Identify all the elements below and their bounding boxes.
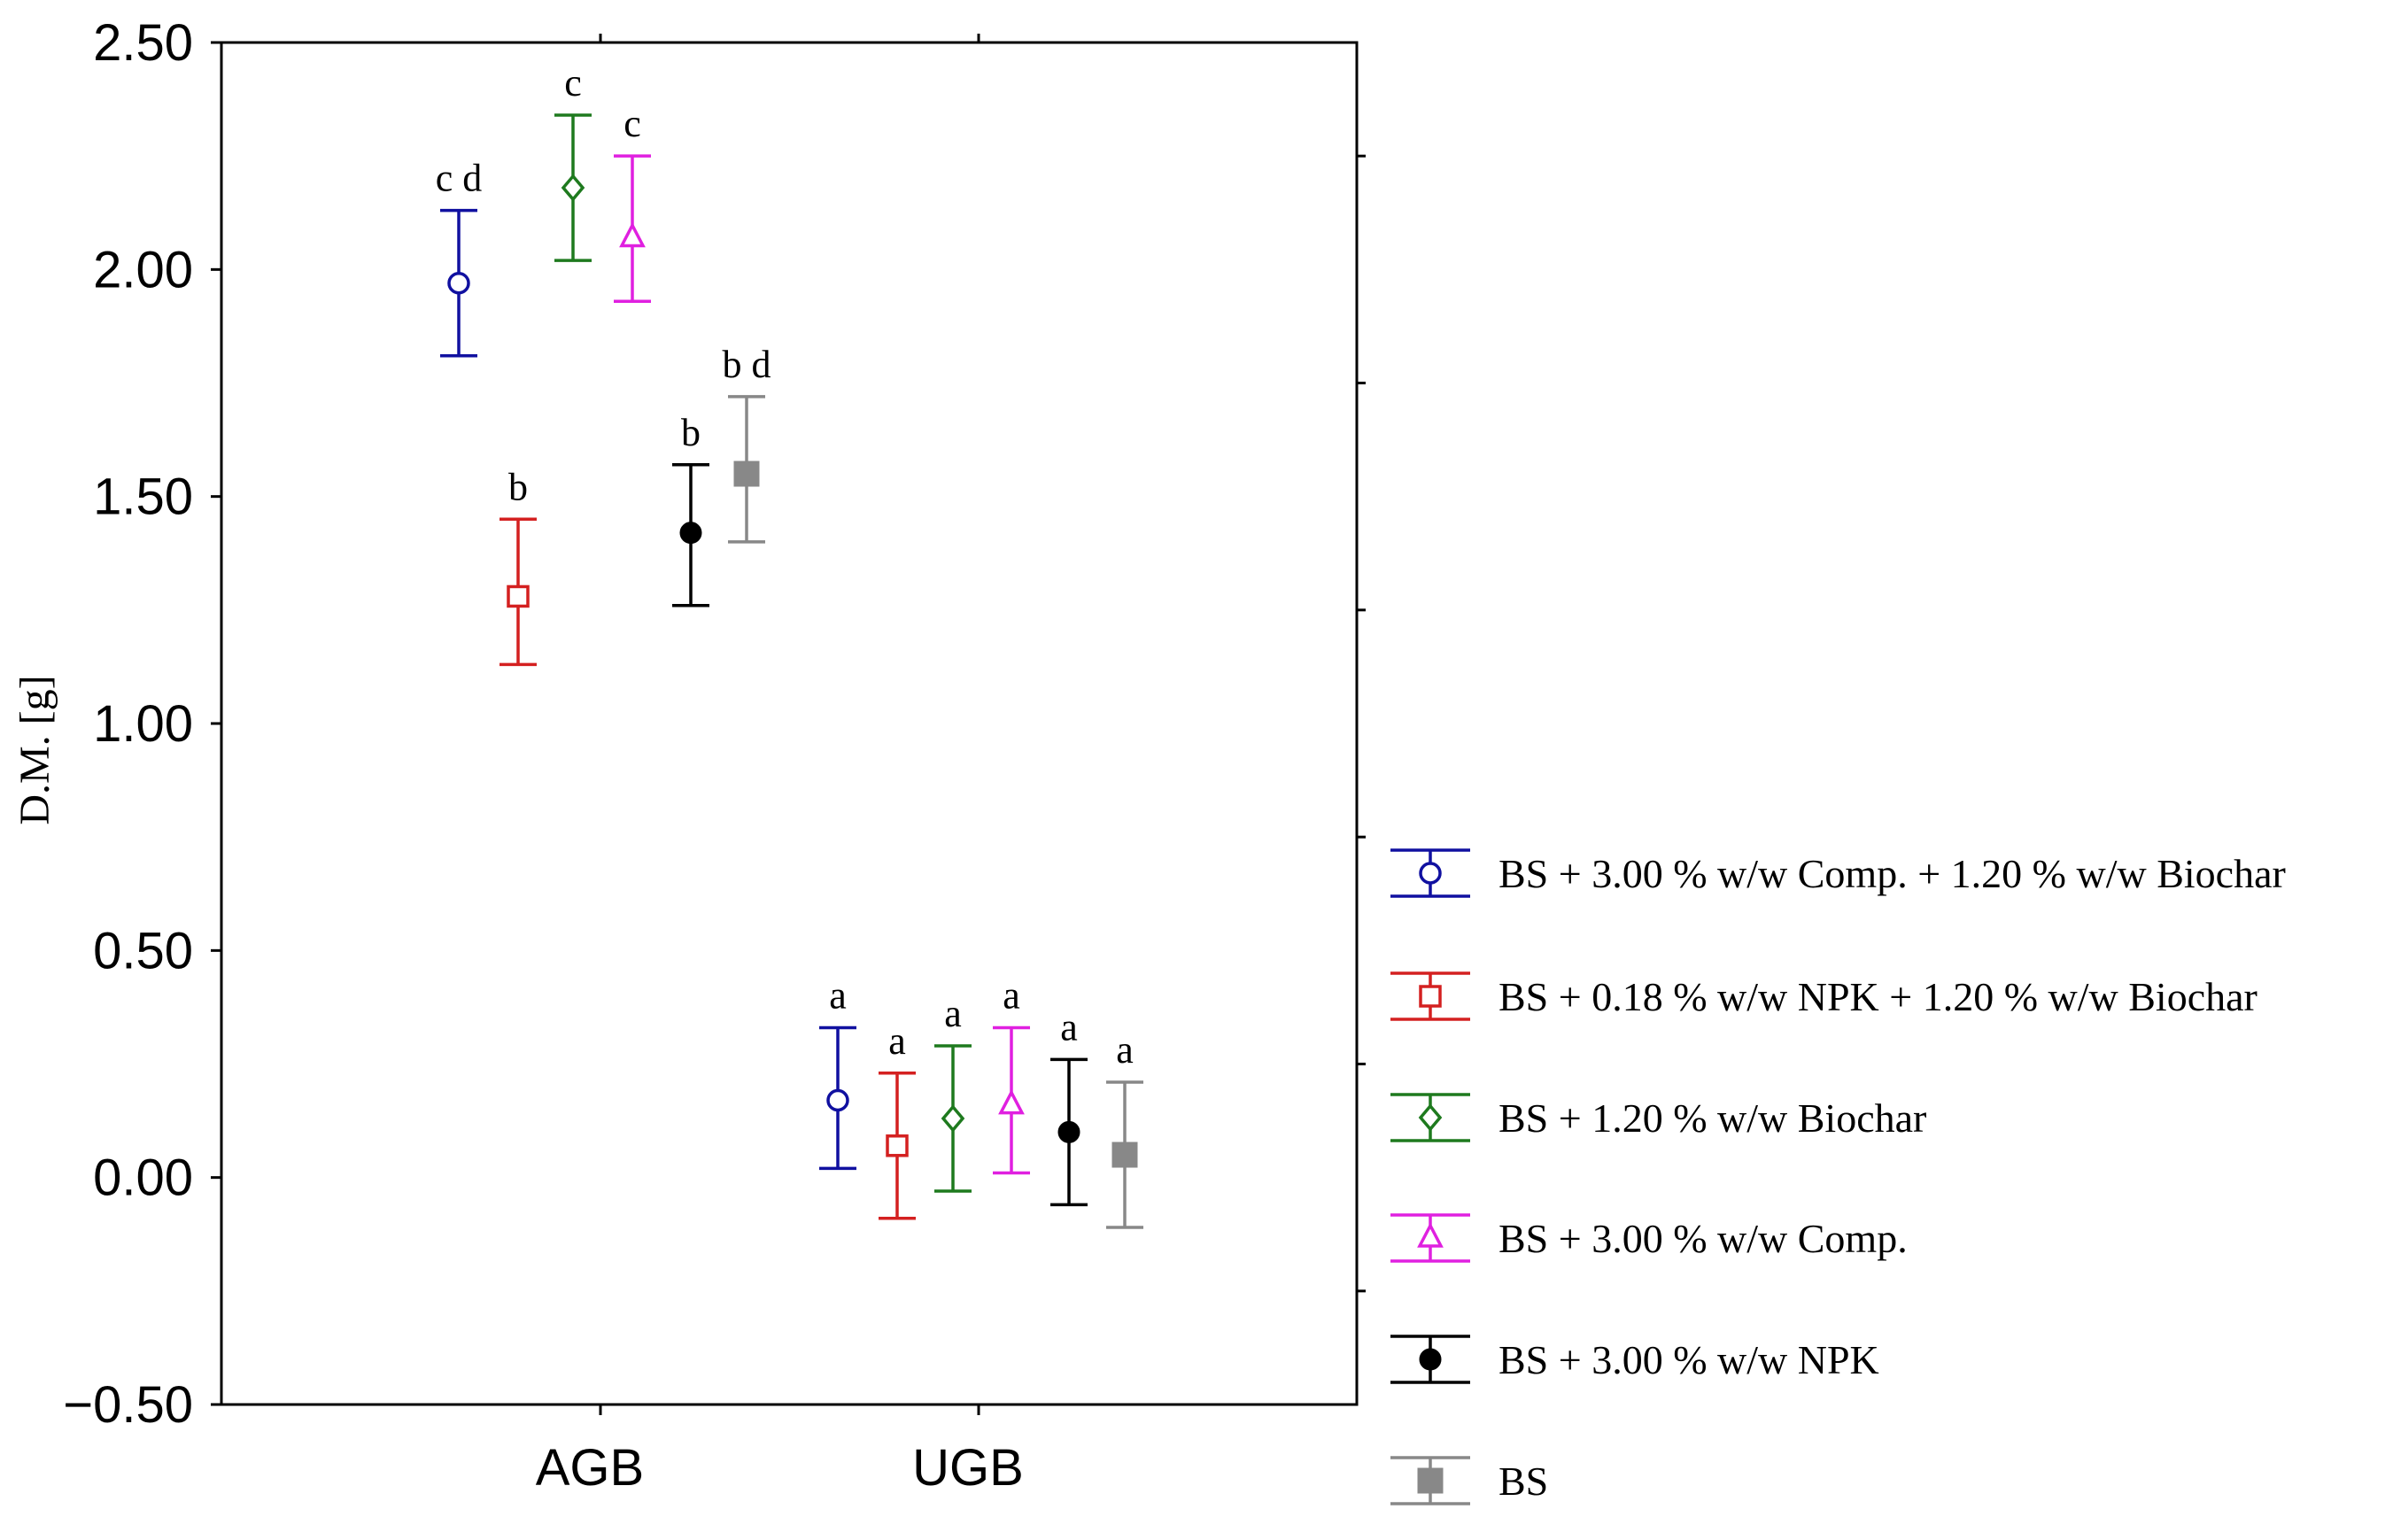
series-2: ca xyxy=(554,61,972,1193)
data-point xyxy=(886,1134,909,1157)
legend-marker xyxy=(1418,1103,1443,1132)
legend-item: BS + 1.20 % w/w Biochar xyxy=(1390,1093,1926,1142)
data-point xyxy=(826,1088,849,1112)
significance-letter: a xyxy=(944,992,962,1035)
plot-frame xyxy=(220,41,1359,1406)
series-4: ba xyxy=(672,411,1088,1207)
series-1: ba xyxy=(500,465,916,1220)
data-point xyxy=(679,522,702,545)
legend-label: BS xyxy=(1499,1459,1548,1504)
significance-letter: c xyxy=(564,61,582,104)
y-tick-label: 1.50 xyxy=(93,468,193,526)
data-point xyxy=(619,221,646,248)
legend-label: BS + 0.18 % w/w NPK + 1.20 % w/w Biochar xyxy=(1499,974,2257,1019)
significance-letter: c d xyxy=(436,157,483,200)
y-tick-label: 1.00 xyxy=(93,695,193,753)
legend-label: BS + 3.00 % w/w Comp. + 1.20 % w/w Bioch… xyxy=(1499,851,2286,896)
legend-item: BS + 3.00 % w/w Comp. + 1.20 % w/w Bioch… xyxy=(1390,848,2286,898)
legend-label: BS + 3.00 % w/w NPK xyxy=(1499,1337,1879,1382)
data-point xyxy=(561,174,585,202)
y-tick-label: 0.50 xyxy=(93,922,193,979)
significance-letter: b d xyxy=(723,343,771,386)
significance-letter: a xyxy=(1060,1005,1078,1049)
data-point xyxy=(447,271,470,295)
legend-item: BS + 0.18 % w/w NPK + 1.20 % w/w Biochar xyxy=(1390,971,2257,1021)
data-point xyxy=(1111,1141,1138,1168)
x-tick-label: AGB xyxy=(536,1439,645,1497)
series-5: b d a xyxy=(723,343,1143,1229)
significance-letter: a xyxy=(829,973,847,1017)
data-point xyxy=(1057,1120,1080,1143)
y-tick-label: 2.00 xyxy=(93,241,193,298)
legend-item: BS + 3.00 % w/w Comp. xyxy=(1390,1213,1908,1263)
significance-letter: a xyxy=(888,1019,906,1063)
y-tick-label: 0.00 xyxy=(93,1149,193,1207)
data-point xyxy=(733,460,760,487)
legend-marker xyxy=(1419,862,1442,885)
data-point xyxy=(998,1088,1025,1115)
significance-letter: a xyxy=(1003,973,1020,1017)
series-0: c d a xyxy=(436,157,856,1171)
series-3: ca xyxy=(614,102,1030,1175)
legend-label: BS + 1.20 % w/w Biochar xyxy=(1499,1095,1926,1141)
significance-letter: a xyxy=(1116,1028,1134,1072)
x-ticks: AGB UGB xyxy=(536,34,1024,1497)
legend-item: BS xyxy=(1390,1456,1548,1505)
data-point xyxy=(507,584,530,608)
legend-marker xyxy=(1417,1222,1444,1248)
x-tick-label: UGB xyxy=(912,1439,1024,1497)
significance-letter: c xyxy=(623,102,641,145)
legend-item: BS + 3.00 % w/w NPK xyxy=(1390,1335,1879,1384)
legend-marker xyxy=(1417,1467,1444,1494)
significance-letter: b xyxy=(508,465,528,508)
y-axis-label: D.M. [g] xyxy=(12,675,58,824)
y-ticks: −0.50 0.00 0.50 1.00 1.50 2.00 2.50 xyxy=(63,14,1366,1434)
y-tick-label: 2.50 xyxy=(93,14,193,72)
y-tick-label: −0.50 xyxy=(63,1376,193,1434)
legend: BS + 3.00 % w/w Comp. + 1.20 % w/w Bioch… xyxy=(1390,848,2286,1505)
data-point xyxy=(941,1104,965,1133)
legend-marker xyxy=(1419,1348,1442,1371)
significance-letter: b xyxy=(681,411,701,454)
legend-label: BS + 3.00 % w/w Comp. xyxy=(1499,1216,1908,1261)
legend-marker xyxy=(1419,985,1442,1008)
